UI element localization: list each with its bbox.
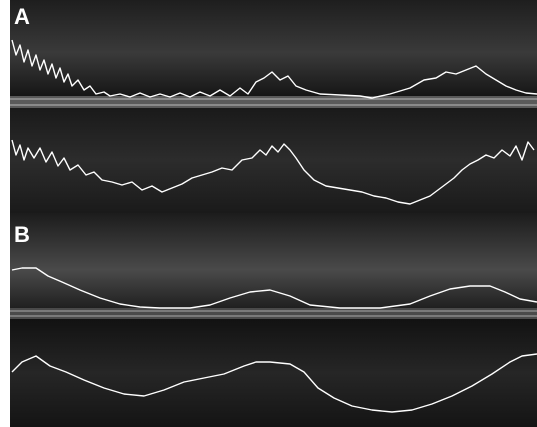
- panel-a-bottom: [10, 108, 537, 213]
- mmode-figure: A B: [0, 0, 537, 427]
- panel-b-bottom: [10, 319, 537, 427]
- panel-label: B: [14, 222, 30, 247]
- panel-a-top: [10, 0, 537, 96]
- separator: [10, 308, 537, 319]
- panel-label: A: [14, 4, 30, 29]
- separator: [10, 96, 537, 108]
